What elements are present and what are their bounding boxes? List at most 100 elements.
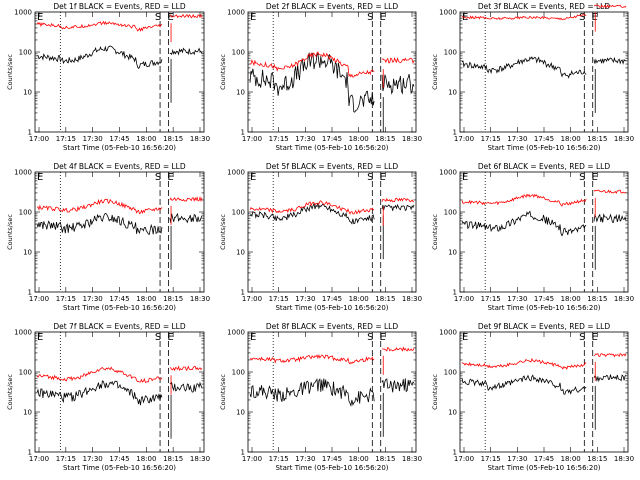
series-line-lld bbox=[382, 346, 415, 352]
annotation-label: E bbox=[167, 172, 173, 183]
annotation-label: S bbox=[579, 332, 585, 343]
x-tick-label: 18:15 bbox=[375, 455, 395, 463]
series-line-events bbox=[461, 210, 587, 237]
x-tick-label: 17:00 bbox=[242, 295, 262, 303]
panel-title: Det 2f BLACK = Events, RED = LLD bbox=[266, 2, 399, 11]
series-line-lld bbox=[461, 14, 587, 21]
x-axis-label: Start Time (05-Feb-10 16:56:20) bbox=[63, 464, 176, 472]
series-line-lld bbox=[36, 198, 163, 215]
x-tick-label: 18:15 bbox=[163, 455, 183, 463]
series-line-events bbox=[381, 74, 415, 95]
x-tick-label: 18:30 bbox=[190, 135, 210, 143]
y-tick-label: 100 bbox=[232, 49, 245, 57]
y-axis-label: Counts/sec bbox=[431, 374, 439, 410]
y-tick-label: 100 bbox=[232, 209, 245, 217]
x-tick-label: 18:30 bbox=[402, 455, 422, 463]
y-tick-label: 1000 bbox=[14, 9, 32, 17]
panel-title: Det 8f BLACK = Events, RED = LLD bbox=[266, 322, 399, 331]
x-axis-label: Start Time (05-Feb-10 16:56:20) bbox=[275, 144, 388, 152]
y-tick-label: 10 bbox=[23, 249, 32, 257]
series-line-events bbox=[593, 213, 627, 223]
x-tick-label: 17:00 bbox=[29, 135, 49, 143]
y-tick-label: 100 bbox=[19, 369, 32, 377]
x-tick-label: 17:15 bbox=[481, 455, 501, 463]
series-line-events bbox=[461, 56, 587, 79]
series-line-lld bbox=[169, 365, 203, 372]
x-axis-label: Start Time (05-Feb-10 16:56:20) bbox=[63, 304, 176, 312]
annotation-label: S bbox=[155, 172, 161, 183]
y-tick-label: 10 bbox=[236, 409, 245, 417]
annotation-label: E bbox=[380, 172, 386, 183]
panel-det-8: Det 8f BLACK = Events, RED = LLD 1 10 100 10… bbox=[219, 322, 422, 472]
series-line-lld bbox=[169, 13, 203, 19]
panel-title: Det 4f BLACK = Events, RED = LLD bbox=[53, 162, 186, 171]
x-axis-label: Start Time (05-Feb-10 16:56:20) bbox=[63, 144, 176, 152]
x-tick-label: 17:30 bbox=[507, 135, 527, 143]
x-tick-label: 18:00 bbox=[561, 455, 581, 463]
series-line-lld bbox=[249, 354, 375, 365]
annotation-label: E bbox=[37, 12, 43, 23]
x-tick-label: 17:15 bbox=[481, 135, 501, 143]
y-tick-label: 10 bbox=[448, 89, 457, 97]
x-tick-label: 18:15 bbox=[587, 455, 607, 463]
y-tick-label: 1 bbox=[241, 129, 245, 137]
panel-det-2: Det 2f BLACK = Events, RED = LLD 1 10 100 10… bbox=[219, 2, 422, 152]
series-line-events bbox=[381, 203, 415, 212]
x-tick-label: 17:15 bbox=[269, 455, 289, 463]
x-tick-label: 17:45 bbox=[322, 295, 342, 303]
panel-title: Det 6f BLACK = Events, RED = LLD bbox=[478, 162, 611, 171]
series-line-events bbox=[593, 56, 627, 65]
series-line-lld bbox=[381, 197, 415, 203]
series-line-lld bbox=[36, 20, 163, 32]
x-tick-label: 17:00 bbox=[454, 295, 474, 303]
annotation-label: E bbox=[592, 172, 598, 183]
y-tick-label: 1 bbox=[453, 449, 457, 457]
y-tick-label: 1 bbox=[453, 129, 457, 137]
panel-title: Det 7f BLACK = Events, RED = LLD bbox=[53, 322, 186, 331]
x-tick-label: 17:45 bbox=[534, 455, 554, 463]
x-tick-label: 18:00 bbox=[349, 455, 369, 463]
x-tick-label: 17:45 bbox=[322, 135, 342, 143]
annotation-label: E bbox=[462, 172, 468, 183]
x-tick-label: 17:00 bbox=[454, 135, 474, 143]
series-line-lld bbox=[36, 366, 163, 384]
series-line-events bbox=[169, 381, 203, 393]
y-tick-label: 1000 bbox=[227, 9, 245, 17]
x-tick-label: 18:30 bbox=[614, 455, 634, 463]
x-tick-label: 18:15 bbox=[375, 135, 395, 143]
annotation-label: E bbox=[250, 172, 256, 183]
x-tick-label: 17:00 bbox=[242, 135, 262, 143]
x-tick-label: 17:30 bbox=[295, 295, 315, 303]
series-line-events bbox=[169, 213, 203, 224]
y-tick-label: 100 bbox=[444, 369, 457, 377]
x-tick-label: 18:15 bbox=[163, 135, 183, 143]
x-tick-label: 17:15 bbox=[56, 295, 76, 303]
x-tick-label: 17:15 bbox=[56, 135, 76, 143]
y-tick-label: 10 bbox=[23, 89, 32, 97]
y-tick-label: 1000 bbox=[227, 169, 245, 177]
annotation-label: S bbox=[367, 12, 373, 23]
x-tick-label: 18:30 bbox=[614, 135, 634, 143]
y-tick-label: 1000 bbox=[439, 9, 457, 17]
x-tick-label: 17:45 bbox=[109, 455, 129, 463]
x-tick-label: 17:00 bbox=[29, 295, 49, 303]
series-line-events bbox=[249, 52, 375, 113]
annotation-label: E bbox=[380, 12, 386, 23]
x-tick-label: 18:00 bbox=[136, 455, 156, 463]
x-tick-label: 18:30 bbox=[190, 455, 210, 463]
x-tick-label: 18:30 bbox=[402, 135, 422, 143]
annotation-label: S bbox=[155, 12, 161, 23]
x-tick-label: 18:15 bbox=[587, 295, 607, 303]
panel-title: Det 9f BLACK = Events, RED = LLD bbox=[478, 322, 611, 331]
series-line-lld bbox=[249, 200, 375, 215]
series-line-events bbox=[36, 213, 163, 235]
y-tick-label: 1000 bbox=[439, 329, 457, 337]
series-line-lld bbox=[249, 51, 375, 78]
annotation-label: E bbox=[592, 332, 598, 343]
y-axis-label: Counts/sec bbox=[219, 374, 227, 410]
x-tick-label: 17:00 bbox=[454, 455, 474, 463]
panel-det-1: Det 1f BLACK = Events, RED = LLD 1 10 100 10… bbox=[6, 2, 210, 152]
series-line-lld bbox=[593, 189, 627, 194]
series-line-events bbox=[169, 47, 203, 56]
